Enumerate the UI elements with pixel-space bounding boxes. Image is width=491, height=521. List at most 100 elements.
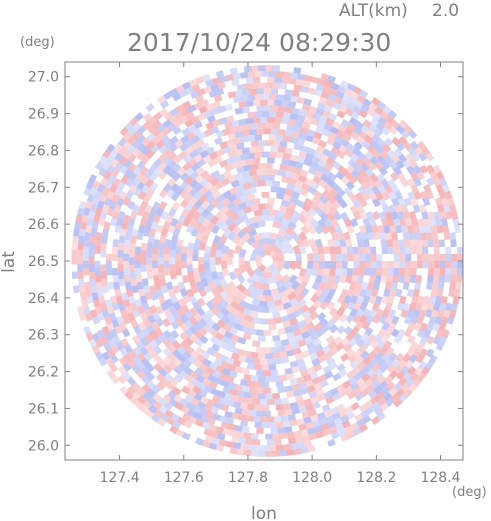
radar-cell: [326, 211, 336, 222]
radar-cell: [105, 260, 112, 269]
radar-cell: [274, 76, 282, 84]
radar-cell: [286, 165, 295, 173]
radar-cell: [445, 268, 452, 276]
radar-cell: [88, 210, 96, 220]
radar-cell: [427, 302, 435, 312]
radar-cell: [368, 102, 378, 111]
radar-cell: [96, 288, 104, 297]
radar-cell: [419, 335, 429, 345]
radar-cell: [298, 281, 308, 291]
radar-cell: [395, 370, 405, 381]
radar-cell: [252, 99, 261, 107]
radar-cell: [157, 123, 167, 133]
radar-cell: [205, 410, 215, 419]
radar-cell: [224, 216, 234, 227]
radar-cell: [127, 349, 137, 360]
radar-cell: [129, 242, 136, 251]
radar-cell: [259, 99, 268, 106]
radar-cell: [144, 204, 153, 214]
radar-cell: [227, 231, 237, 241]
radar-cell: [198, 326, 208, 336]
radar-cell: [331, 199, 341, 210]
radar-cell: [303, 440, 313, 448]
radar-cell: [410, 315, 419, 325]
radar-cell: [421, 302, 429, 312]
radar-cell: [215, 310, 225, 321]
radar-cell: [344, 405, 354, 415]
radar-cell: [95, 274, 102, 283]
radar-cell: [210, 430, 219, 439]
radar-cell: [193, 101, 203, 110]
radar-cell: [263, 347, 271, 354]
radar-cell: [144, 308, 153, 318]
radar-cell: [450, 268, 458, 276]
radar-cell: [158, 271, 166, 280]
radar-cell: [355, 338, 365, 348]
radar-cell: [261, 191, 270, 198]
radar-cell: [380, 275, 388, 284]
radar-cell: [85, 180, 94, 190]
radar-cell: [230, 212, 240, 222]
radar-cell: [296, 400, 306, 408]
radar-cell: [380, 334, 390, 344]
radar-cell: [141, 137, 151, 147]
radar-cell: [214, 293, 225, 303]
radar-cell: [352, 386, 362, 396]
radar-cell: [333, 211, 343, 221]
radar-cell: [257, 180, 266, 187]
radar-cell: [227, 338, 237, 348]
radar-cell: [113, 281, 121, 290]
radar-cell: [210, 271, 219, 280]
radar-cell: [216, 319, 226, 329]
radar-cell: [255, 254, 263, 261]
radar-cell: [270, 128, 279, 135]
radar-cell: [71, 242, 78, 251]
radar-cell: [203, 109, 213, 119]
radar-cell: [152, 393, 162, 403]
radar-cell: [384, 232, 393, 241]
radar-cell: [184, 328, 194, 338]
radar-cell: [198, 224, 207, 234]
radar-cell: [261, 381, 270, 388]
radar-cell: [410, 246, 417, 255]
radar-cell: [298, 245, 307, 255]
radar-cell: [315, 164, 326, 174]
radar-cell: [338, 104, 348, 114]
radar-cell: [189, 205, 199, 215]
radar-cell: [121, 221, 129, 230]
radar-cell: [345, 180, 355, 191]
radar-cell: [90, 228, 98, 237]
radar-cell: [256, 410, 264, 417]
radar-cell: [102, 341, 112, 352]
radar-cell: [221, 315, 231, 325]
radar-cell: [253, 244, 264, 255]
radar-cell: [353, 141, 364, 151]
radar-cell: [172, 155, 183, 165]
radar-cell: [393, 334, 403, 345]
radar-cell: [129, 257, 135, 265]
radar-cell: [408, 210, 417, 220]
radar-cell: [333, 96, 343, 105]
radar-cell: [117, 374, 127, 385]
radar-cell: [353, 371, 363, 381]
radar-cell: [268, 94, 277, 101]
radar-cell: [265, 433, 273, 440]
radar-cell: [245, 117, 254, 125]
radar-cell: [140, 175, 150, 185]
radar-cell: [188, 217, 198, 227]
radar-cell: [291, 107, 300, 115]
radar-cell: [120, 174, 130, 184]
radar-cell: [399, 295, 407, 305]
radar-cell: [355, 135, 366, 145]
radar-cell: [281, 175, 290, 184]
radar-cell: [327, 340, 338, 350]
radar-cell: [352, 349, 363, 359]
radar-cell: [245, 100, 254, 107]
radar-cell: [311, 196, 321, 206]
radar-cell: [234, 365, 243, 374]
radar-cell: [247, 71, 256, 78]
radar-cell: [284, 170, 293, 179]
radar-cell: [330, 261, 337, 269]
radar-cell: [173, 365, 183, 375]
radar-cell: [171, 235, 179, 244]
